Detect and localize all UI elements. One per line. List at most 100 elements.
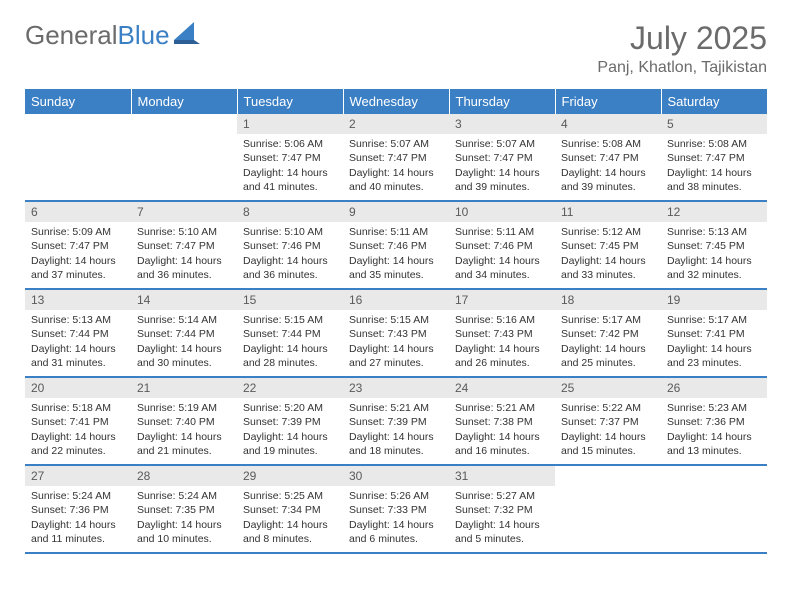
sunset-text: Sunset: 7:44 PM xyxy=(243,327,337,341)
day-content: Sunrise: 5:16 AMSunset: 7:43 PMDaylight:… xyxy=(449,310,555,374)
day-cell: 21Sunrise: 5:19 AMSunset: 7:40 PMDayligh… xyxy=(131,377,237,465)
day-number: 24 xyxy=(449,378,555,398)
day-content: Sunrise: 5:17 AMSunset: 7:41 PMDaylight:… xyxy=(661,310,767,374)
location-text: Panj, Khatlon, Tajikistan xyxy=(597,59,767,77)
day-content: Sunrise: 5:21 AMSunset: 7:38 PMDaylight:… xyxy=(449,398,555,462)
day-header: Saturday xyxy=(661,89,767,114)
day-header: Friday xyxy=(555,89,661,114)
sunrise-text: Sunrise: 5:27 AM xyxy=(455,489,549,503)
day-header: Wednesday xyxy=(343,89,449,114)
day-content: Sunrise: 5:10 AMSunset: 7:47 PMDaylight:… xyxy=(131,222,237,286)
sunrise-text: Sunrise: 5:25 AM xyxy=(243,489,337,503)
day-content: Sunrise: 5:24 AMSunset: 7:36 PMDaylight:… xyxy=(25,486,131,550)
day-content: Sunrise: 5:09 AMSunset: 7:47 PMDaylight:… xyxy=(25,222,131,286)
sunset-text: Sunset: 7:42 PM xyxy=(561,327,655,341)
sunrise-text: Sunrise: 5:24 AM xyxy=(31,489,125,503)
daylight-text: Daylight: 14 hours and 39 minutes. xyxy=(561,166,655,194)
day-cell: 17Sunrise: 5:16 AMSunset: 7:43 PMDayligh… xyxy=(449,289,555,377)
day-cell: 31Sunrise: 5:27 AMSunset: 7:32 PMDayligh… xyxy=(449,465,555,553)
sunset-text: Sunset: 7:46 PM xyxy=(349,239,443,253)
day-cell: 11Sunrise: 5:12 AMSunset: 7:45 PMDayligh… xyxy=(555,201,661,289)
sunset-text: Sunset: 7:43 PM xyxy=(455,327,549,341)
daylight-text: Daylight: 14 hours and 36 minutes. xyxy=(137,254,231,282)
week-row: 6Sunrise: 5:09 AMSunset: 7:47 PMDaylight… xyxy=(25,201,767,289)
daylight-text: Daylight: 14 hours and 37 minutes. xyxy=(31,254,125,282)
sunset-text: Sunset: 7:45 PM xyxy=(667,239,761,253)
day-cell: 23Sunrise: 5:21 AMSunset: 7:39 PMDayligh… xyxy=(343,377,449,465)
day-cell: 25Sunrise: 5:22 AMSunset: 7:37 PMDayligh… xyxy=(555,377,661,465)
day-number: 9 xyxy=(343,202,449,222)
day-content: Sunrise: 5:18 AMSunset: 7:41 PMDaylight:… xyxy=(25,398,131,462)
day-cell: 16Sunrise: 5:15 AMSunset: 7:43 PMDayligh… xyxy=(343,289,449,377)
day-number: 17 xyxy=(449,290,555,310)
day-cell: 12Sunrise: 5:13 AMSunset: 7:45 PMDayligh… xyxy=(661,201,767,289)
sunset-text: Sunset: 7:47 PM xyxy=(137,239,231,253)
day-number: 31 xyxy=(449,466,555,486)
brand-name-part1: General xyxy=(25,20,118,51)
sunrise-text: Sunrise: 5:16 AM xyxy=(455,313,549,327)
header-right: July 2025 Panj, Khatlon, Tajikistan xyxy=(597,20,767,77)
day-number: 18 xyxy=(555,290,661,310)
day-content: Sunrise: 5:26 AMSunset: 7:33 PMDaylight:… xyxy=(343,486,449,550)
sunset-text: Sunset: 7:40 PM xyxy=(137,415,231,429)
daylight-text: Daylight: 14 hours and 31 minutes. xyxy=(31,342,125,370)
day-cell: 15Sunrise: 5:15 AMSunset: 7:44 PMDayligh… xyxy=(237,289,343,377)
daylight-text: Daylight: 14 hours and 16 minutes. xyxy=(455,430,549,458)
day-number: 5 xyxy=(661,114,767,134)
daylight-text: Daylight: 14 hours and 5 minutes. xyxy=(455,518,549,546)
sunset-text: Sunset: 7:41 PM xyxy=(31,415,125,429)
day-cell xyxy=(131,114,237,201)
sunrise-text: Sunrise: 5:11 AM xyxy=(349,225,443,239)
sunset-text: Sunset: 7:39 PM xyxy=(349,415,443,429)
day-number: 30 xyxy=(343,466,449,486)
day-content: Sunrise: 5:27 AMSunset: 7:32 PMDaylight:… xyxy=(449,486,555,550)
sunset-text: Sunset: 7:47 PM xyxy=(667,151,761,165)
day-content: Sunrise: 5:08 AMSunset: 7:47 PMDaylight:… xyxy=(555,134,661,198)
day-content: Sunrise: 5:10 AMSunset: 7:46 PMDaylight:… xyxy=(237,222,343,286)
sunrise-text: Sunrise: 5:10 AM xyxy=(243,225,337,239)
daylight-text: Daylight: 14 hours and 23 minutes. xyxy=(667,342,761,370)
day-cell: 1Sunrise: 5:06 AMSunset: 7:47 PMDaylight… xyxy=(237,114,343,201)
sunrise-text: Sunrise: 5:22 AM xyxy=(561,401,655,415)
daylight-text: Daylight: 14 hours and 32 minutes. xyxy=(667,254,761,282)
day-content: Sunrise: 5:12 AMSunset: 7:45 PMDaylight:… xyxy=(555,222,661,286)
day-number: 22 xyxy=(237,378,343,398)
day-number: 6 xyxy=(25,202,131,222)
day-content: Sunrise: 5:25 AMSunset: 7:34 PMDaylight:… xyxy=(237,486,343,550)
day-number: 25 xyxy=(555,378,661,398)
day-number: 23 xyxy=(343,378,449,398)
day-cell: 2Sunrise: 5:07 AMSunset: 7:47 PMDaylight… xyxy=(343,114,449,201)
day-content: Sunrise: 5:17 AMSunset: 7:42 PMDaylight:… xyxy=(555,310,661,374)
sunset-text: Sunset: 7:44 PM xyxy=(31,327,125,341)
calendar-page: GeneralBlue July 2025 Panj, Khatlon, Taj… xyxy=(0,0,792,574)
month-title: July 2025 xyxy=(597,20,767,57)
day-number: 3 xyxy=(449,114,555,134)
daylight-text: Daylight: 14 hours and 35 minutes. xyxy=(349,254,443,282)
day-header: Monday xyxy=(131,89,237,114)
sunrise-text: Sunrise: 5:15 AM xyxy=(349,313,443,327)
sunset-text: Sunset: 7:43 PM xyxy=(349,327,443,341)
day-cell: 14Sunrise: 5:14 AMSunset: 7:44 PMDayligh… xyxy=(131,289,237,377)
sunrise-text: Sunrise: 5:18 AM xyxy=(31,401,125,415)
day-cell: 20Sunrise: 5:18 AMSunset: 7:41 PMDayligh… xyxy=(25,377,131,465)
sunrise-text: Sunrise: 5:07 AM xyxy=(455,137,549,151)
day-content: Sunrise: 5:13 AMSunset: 7:45 PMDaylight:… xyxy=(661,222,767,286)
day-content: Sunrise: 5:07 AMSunset: 7:47 PMDaylight:… xyxy=(343,134,449,198)
daylight-text: Daylight: 14 hours and 39 minutes. xyxy=(455,166,549,194)
day-number: 21 xyxy=(131,378,237,398)
day-number: 7 xyxy=(131,202,237,222)
day-number: 2 xyxy=(343,114,449,134)
day-cell: 18Sunrise: 5:17 AMSunset: 7:42 PMDayligh… xyxy=(555,289,661,377)
day-content: Sunrise: 5:07 AMSunset: 7:47 PMDaylight:… xyxy=(449,134,555,198)
day-cell xyxy=(25,114,131,201)
day-cell: 26Sunrise: 5:23 AMSunset: 7:36 PMDayligh… xyxy=(661,377,767,465)
sunrise-text: Sunrise: 5:06 AM xyxy=(243,137,337,151)
day-number: 10 xyxy=(449,202,555,222)
day-number: 8 xyxy=(237,202,343,222)
day-number: 4 xyxy=(555,114,661,134)
daylight-text: Daylight: 14 hours and 26 minutes. xyxy=(455,342,549,370)
day-number: 13 xyxy=(25,290,131,310)
day-cell: 9 Sunrise: 5:11 AMSunset: 7:46 PMDaylight… xyxy=(343,201,449,289)
brand-logo: GeneralBlue xyxy=(25,20,202,51)
daylight-text: Daylight: 14 hours and 40 minutes. xyxy=(349,166,443,194)
